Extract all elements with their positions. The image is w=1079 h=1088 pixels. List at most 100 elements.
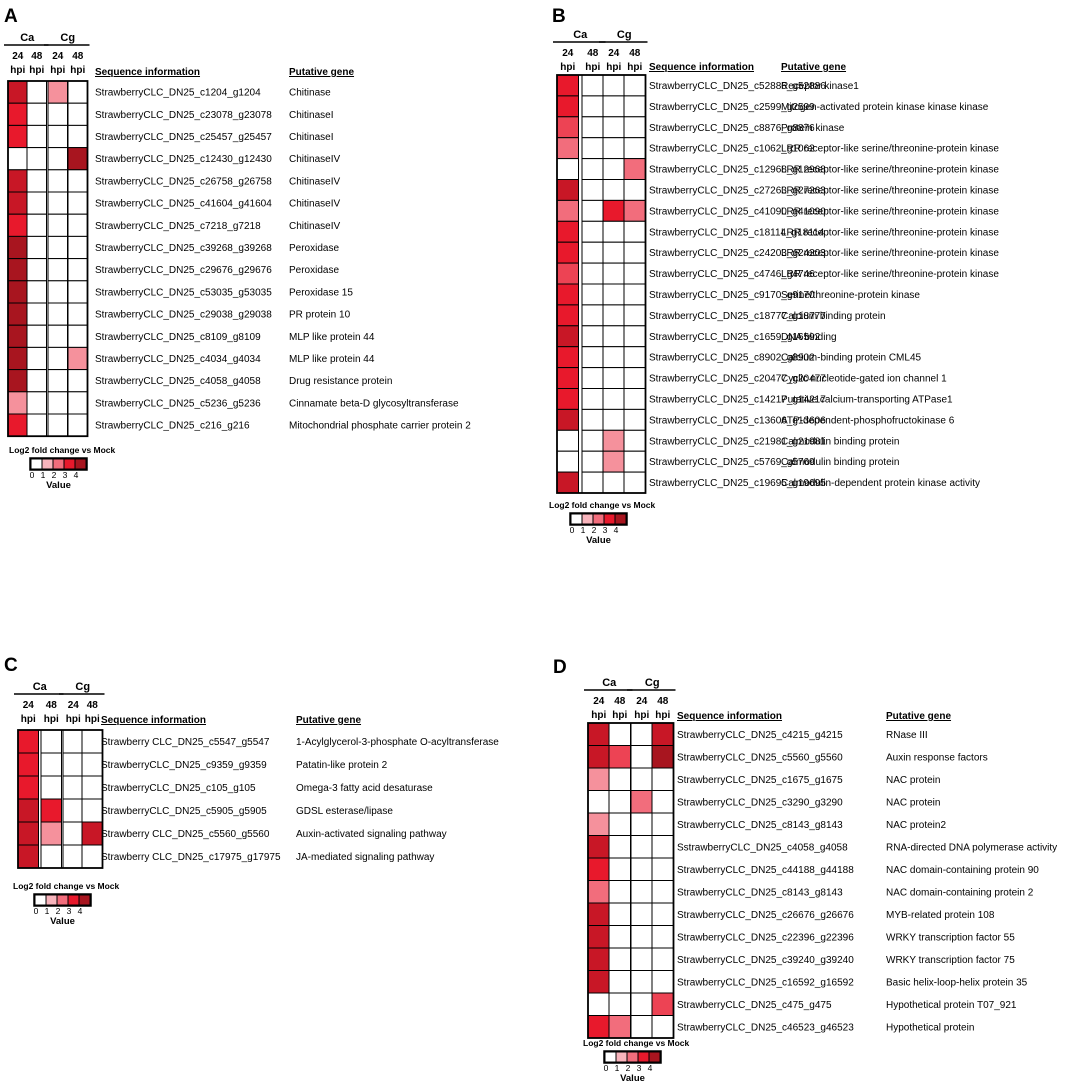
heatmap-cell [556,137,579,160]
legend-tick: 2 [52,470,57,480]
heatmap-cell [602,388,625,410]
heatmap-cell [17,821,39,846]
heatmap-cell [630,722,653,746]
column-label-time: 48 [72,51,84,62]
heatmap-cell [67,302,88,326]
legend-tick: 0 [34,906,39,916]
row-sequence-label: StrawberryCLC_DN25_c5905_g5905 [101,806,267,817]
row-sequence-label: StrawberryCLC_DN25_c13606_g13606 [649,415,826,426]
heatmap-cell [26,280,47,304]
column-label-time: 24 [12,51,24,62]
sequence-info-header: Sequence information [95,67,200,78]
heatmap-cell [630,947,653,971]
row-gene-label: LRR receptor-like serine/threonine-prote… [781,144,999,155]
heatmap-cell [26,147,47,171]
heatmap-cell [47,213,68,237]
row-gene-label: 1-Acylglycerol-3-phosphate O-acyltransfe… [296,737,499,748]
heatmap-cell [581,137,604,160]
heatmap-cell [17,844,39,869]
heatmap-cell [581,179,604,201]
legend-border [569,512,628,526]
heatmap-cell [630,790,653,814]
heatmap-cell [608,835,631,859]
putative-gene-header: Putative gene [296,715,361,726]
heatmap-cell [651,857,674,881]
heatmap-cell [17,775,39,800]
column-label-time: 24 [23,700,35,711]
heatmap-cell [623,116,646,139]
row-sequence-label: StrawberryCLC_DN25_c5236_g5236 [95,398,261,409]
heatmap-cell [7,147,28,171]
heatmap-cell [556,388,579,410]
row-gene-label: ATP-dependent-phosphofructokinase 6 [781,415,955,426]
legend-swatch [615,1051,628,1063]
heatmap-cell [47,235,68,260]
panel-label: C [4,655,18,676]
heatmap-cell [623,95,646,118]
column-label-unit: hpi [44,714,59,725]
row-gene-label: WRKY transcription factor 75 [886,955,1015,966]
column-label-time: 48 [587,48,599,59]
row-sequence-label: StrawberryCLC_DN25_c5560_g5560 [677,752,843,763]
heatmap-cell [587,835,610,859]
legend-swatch [592,513,605,525]
row-sequence-label: StrawberryCLC_DN25_c24203_g24203 [649,248,826,259]
heatmap-cell [26,258,47,282]
heatmap-cell [587,947,610,971]
heatmap-cell [581,199,604,222]
heatmap-cell [81,798,103,823]
heatmap-cell [17,752,39,777]
heatmap-cell [651,925,674,949]
heatmap-cell [623,74,646,97]
legend-swatch [41,458,54,470]
heatmap-cell [630,970,653,994]
heatmap-cell [67,102,88,126]
heatmap-cell [67,213,88,237]
heatmap-cell [67,191,88,215]
heatmap-cell [7,369,28,393]
heatmap-cell [623,408,646,431]
heatmap-cell [47,302,68,326]
heatmap-cell [608,902,631,926]
row-sequence-label: StrawberryCLC_DN25_c8902_g8902 [649,353,815,364]
heatmap-cell [581,367,604,390]
heatmap-cell [556,429,579,452]
heatmap-cell [26,413,47,437]
panel-label: B [552,6,566,27]
heatmap-cell [7,169,28,193]
row-sequence-label: StrawberryCLC_DN25_c9359_g9359 [101,760,267,771]
heatmap-cell [556,450,579,473]
heatmap-cell [26,302,47,326]
heatmap-cell [630,857,653,881]
row-sequence-label: StrawberryCLC_DN25_c19695_g19695 [649,478,826,489]
heatmap-cell [608,925,631,949]
row-sequence-label: StrawberryCLC_DN25_c25457_g25457 [95,132,272,143]
heatmap-cell [630,902,653,926]
column-label-unit: hpi [29,65,44,76]
column-label-time: 24 [52,51,64,62]
heatmap-cell [630,835,653,859]
heatmap-cell [47,124,68,149]
heatmap-cell [556,74,579,97]
heatmap-cell [587,812,610,836]
row-sequence-label: SstrawberryCLC_DN25_c4058_g4058 [677,842,848,853]
row-sequence-label: StrawberryCLC_DN25_c44188_g44188 [677,865,854,876]
row-gene-label: Basic helix-loop-helix protein 35 [886,977,1028,988]
row-sequence-label: StrawberryCLC_DN25_c41090_g41090 [649,206,826,217]
heatmap-cell [651,835,674,859]
putative-gene-header: Putative gene [886,711,951,722]
heatmap-cell [26,191,47,215]
row-gene-label: Drug resistance protein [289,376,392,387]
legend-border [29,457,88,471]
heatmap-cell [62,844,84,869]
legend-swatch [570,513,583,525]
column-label-time: 24 [608,48,620,59]
row-gene-label: Cinnamate beta-D glycosyltransferase [289,398,459,409]
column-label-time: 24 [562,48,574,59]
heatmap-cell [26,213,47,237]
heatmap-cell [602,95,625,118]
heatmap-cell [7,102,28,126]
row-sequence-label: StrawberryCLC_DN25_c2599_g2599 [649,102,815,113]
heatmap-cell [651,947,674,971]
